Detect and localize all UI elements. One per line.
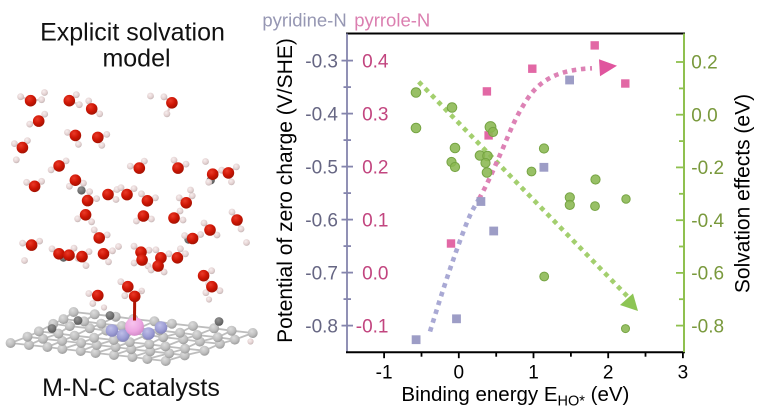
svg-text:0.2: 0.2 (691, 53, 717, 74)
svg-text:Explicit solvation: Explicit solvation (40, 19, 225, 47)
svg-text:-0.2: -0.2 (691, 158, 724, 179)
svg-text:Binding energy EHO* (eV): Binding energy EHO* (eV) (401, 383, 629, 410)
svg-text:0.2: 0.2 (362, 157, 388, 178)
svg-text:3: 3 (678, 363, 689, 384)
svg-text:pyridine-N: pyridine-N (262, 10, 346, 31)
svg-text:-0.1: -0.1 (356, 316, 389, 337)
svg-text:-0.8: -0.8 (691, 316, 724, 337)
svg-text:-0.4: -0.4 (691, 211, 724, 232)
svg-text:-0.4: -0.4 (305, 104, 338, 125)
svg-text:model: model (102, 45, 170, 73)
svg-text:-0.7: -0.7 (305, 263, 338, 284)
svg-text:0: 0 (454, 363, 465, 384)
svg-text:1: 1 (528, 363, 539, 384)
svg-text:0.4: 0.4 (362, 51, 389, 72)
svg-text:M-N-C catalysts: M-N-C catalysts (42, 374, 220, 402)
svg-text:-0.5: -0.5 (305, 157, 338, 178)
svg-text:pyrrole-N: pyrrole-N (354, 10, 430, 31)
svg-text:0.3: 0.3 (362, 104, 388, 125)
svg-text:0.0: 0.0 (362, 263, 388, 284)
svg-text:-0.8: -0.8 (305, 316, 338, 337)
svg-text:Potential of zero charge (V/SH: Potential of zero charge (V/SHE) (274, 38, 297, 343)
svg-text:-0.6: -0.6 (305, 210, 338, 231)
svg-text:-0.6: -0.6 (691, 264, 724, 285)
svg-text:Solvation effects (eV): Solvation effects (eV) (732, 94, 755, 293)
svg-text:0.0: 0.0 (691, 105, 717, 126)
svg-text:0.1: 0.1 (362, 210, 388, 231)
svg-text:-0.3: -0.3 (305, 51, 338, 72)
svg-text:2: 2 (603, 363, 614, 384)
svg-text:-1: -1 (376, 363, 393, 384)
